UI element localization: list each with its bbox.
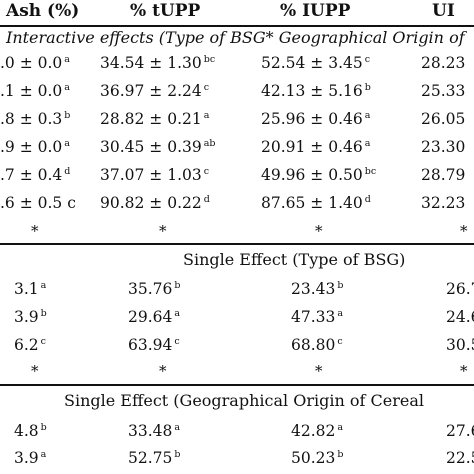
header-iupp: % IUPP: [280, 1, 351, 21]
cell-ash: 3.1 a: [14, 280, 47, 298]
significance-row: * * * *: [0, 362, 474, 384]
table-row: 6.2c 63.94c 68.80c 30.5: [0, 336, 474, 358]
cell-ash: .0 ± 0.0 a: [0, 54, 70, 72]
significance-marker: *: [159, 222, 167, 240]
cell-ui: 26.7: [446, 280, 474, 298]
cell-ash: .6 ± 0.5 c: [0, 194, 76, 212]
cell-iupp: 87.65 ± 1.40 d: [261, 194, 371, 212]
header-rule: [0, 25, 474, 27]
cell-iupp: 42.82 a: [291, 422, 344, 440]
cell-iupp: 52.54 ± 3.45 c: [261, 54, 371, 72]
cell-ui: 28.79: [421, 166, 466, 184]
cell-tupp: 35.76 b: [128, 280, 181, 298]
cell-ash: .7 ± 0.4 d: [0, 166, 71, 184]
cell-ui: 22.5: [446, 449, 474, 467]
cell-ui: 27.6: [446, 422, 474, 440]
cell-tupp: 90.82 ± 0.22 d: [100, 194, 210, 212]
cell-ash: 6.2 c: [14, 336, 46, 354]
section-rule: [0, 243, 474, 245]
cell-ash: 3.9 a: [14, 449, 47, 467]
cell-iupp: 23.43 b: [291, 280, 344, 298]
cell-iupp: 47.33 a: [291, 308, 344, 326]
cell-tupp: 52.75 b: [128, 449, 181, 467]
significance-marker: *: [315, 362, 323, 380]
header-ui: UI: [432, 1, 455, 21]
table-row: 3.1a 35.76b 23.43b 26.7: [0, 280, 474, 302]
cell-ui: 32.23: [421, 194, 466, 212]
significance-marker: *: [31, 222, 39, 240]
header-tupp: % tUPP: [130, 1, 201, 21]
cell-iupp: 25.96 ± 0.46 a: [261, 110, 371, 128]
significance-marker: *: [315, 222, 323, 240]
table-row: .1 ± 0.0 a 36.97 ± 2.24 c 42.13 ± 5.16 b 25…: [0, 82, 474, 104]
table-row: 3.9b 29.64a 47.33a 24.6: [0, 308, 474, 330]
cell-ash: .8 ± 0.3 b: [0, 110, 71, 128]
table-row: .0 ± 0.0 a 34.54 ± 1.30 bc 52.54 ± 3.45 c 2…: [0, 54, 474, 76]
table-header-row: Ash (%) % tUPP % IUPP UI: [0, 0, 474, 26]
significance-marker: *: [460, 362, 468, 380]
table-row: 3.9a 52.75b 50.23b 22.5: [0, 449, 474, 471]
cell-ash: .9 ± 0.0 a: [0, 138, 70, 156]
table-row: .8 ± 0.3 b 28.82 ± 0.21 a 25.96 ± 0.46 a 26…: [0, 110, 474, 132]
cell-iupp: 49.96 ± 0.50 bc: [261, 166, 377, 184]
table-row: .7 ± 0.4 d 37.07 ± 1.03 c 49.96 ± 0.50 bc 2…: [0, 166, 474, 188]
significance-marker: *: [31, 362, 39, 380]
cell-ui: 24.6: [446, 308, 474, 326]
cell-ash: .1 ± 0.0 a: [0, 82, 70, 100]
table-row: .9 ± 0.0 a 30.45 ± 0.39 ab 20.91 ± 0.46 a 2…: [0, 138, 474, 160]
cell-tupp: 29.64 a: [128, 308, 181, 326]
cell-ui: 26.05: [421, 110, 466, 128]
caption-interactive-effects: Interactive effects (Type of BSG* Geogra…: [6, 28, 465, 47]
section-rule: [0, 384, 474, 386]
cell-tupp: 34.54 ± 1.30 bc: [100, 54, 216, 72]
cell-iupp: 20.91 ± 0.46 a: [261, 138, 371, 156]
header-ash: Ash (%): [6, 1, 80, 21]
cell-ash: 4.8 b: [14, 422, 47, 440]
cell-tupp: 36.97 ± 2.24 c: [100, 82, 210, 100]
significance-marker: *: [460, 222, 468, 240]
caption-type-of-bsg: Single Effect (Type of BSG): [183, 250, 406, 269]
significance-marker: *: [159, 362, 167, 380]
cell-tupp: 37.07 ± 1.03 c: [100, 166, 210, 184]
significance-row: * * * *: [0, 222, 474, 244]
cell-iupp: 50.23 b: [291, 449, 344, 467]
cell-ui: 30.5: [446, 336, 474, 354]
cell-tupp: 28.82 ± 0.21 a: [100, 110, 210, 128]
cell-iupp: 42.13 ± 5.16 b: [261, 82, 371, 100]
cell-ash: 3.9 b: [14, 308, 47, 326]
table-row: .6 ± 0.5 c 90.82 ± 0.22 d 87.65 ± 1.40 d 3…: [0, 194, 474, 216]
cell-tupp: 30.45 ± 0.39 ab: [100, 138, 216, 156]
cell-iupp: 68.80 c: [291, 336, 343, 354]
cell-tupp: 33.48 a: [128, 422, 181, 440]
cell-ui: 25.33: [421, 82, 466, 100]
cell-ui: 28.23: [421, 54, 466, 72]
table-row: 4.8b 33.48a 42.82a 27.6: [0, 422, 474, 444]
cell-ui: 23.30: [421, 138, 466, 156]
caption-geographical-origin: Single Effect (Geographical Origin of Ce…: [64, 391, 424, 410]
cell-tupp: 63.94 c: [128, 336, 180, 354]
